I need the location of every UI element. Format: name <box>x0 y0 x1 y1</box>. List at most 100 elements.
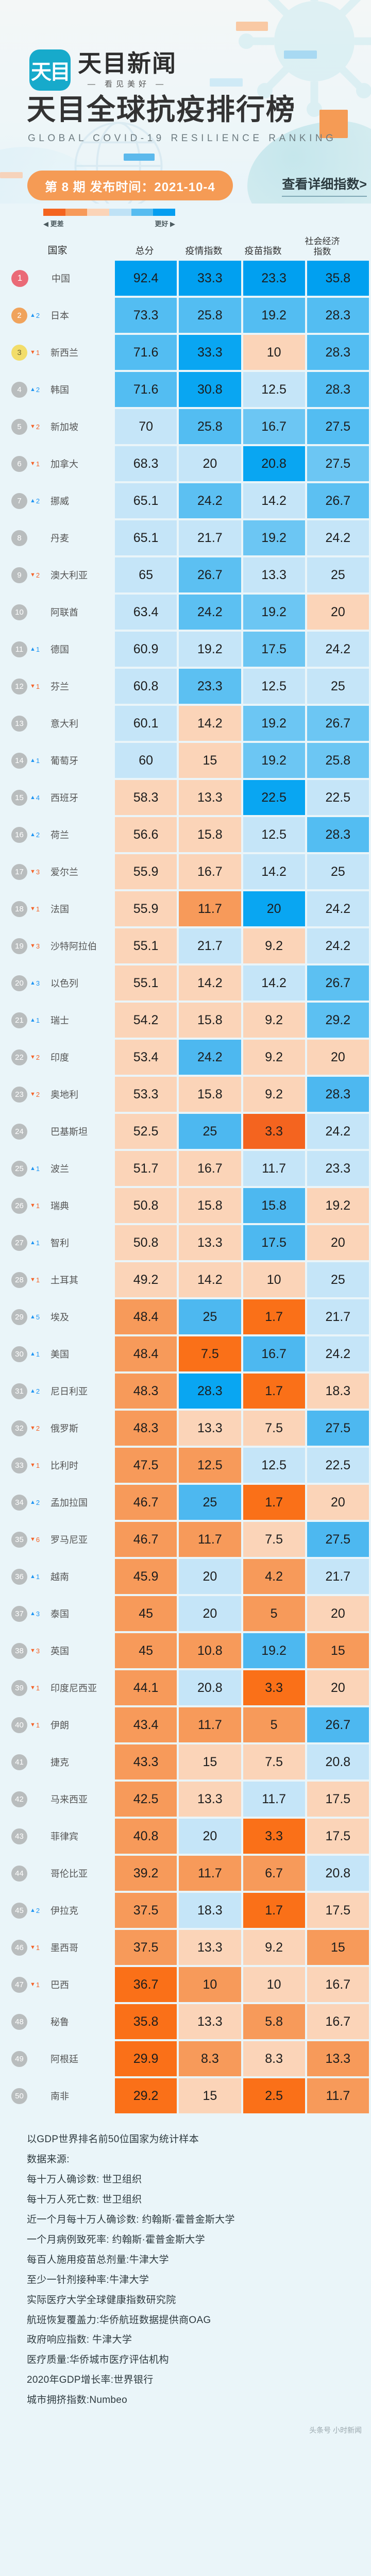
value-cell-疫情指数: 13.3 <box>179 1782 241 1817</box>
country-name: 奥地利 <box>50 1090 78 1100</box>
table-row[interactable]: 15 ▲ 4 西班牙 58.3 13.3 22.5 22.5 <box>0 780 371 816</box>
row-value-cells: 50.8 15.8 15.8 19.2 <box>115 1188 371 1224</box>
country-name: 挪威 <box>50 496 69 507</box>
table-row[interactable]: 37 ▲ 3 泰国 45 20 5 20 <box>0 1596 371 1632</box>
table-row[interactable]: 18 ▼ 1 法国 55.9 11.7 20 24.2 <box>0 891 371 927</box>
table-row[interactable]: 7 ▲ 2 挪威 65.1 24.2 14.2 26.7 <box>0 483 371 519</box>
triangle-down-icon: ▼ <box>30 1202 36 1209</box>
column-header-total: 总分 <box>135 246 154 257</box>
country-name: 土耳其 <box>50 1275 78 1286</box>
table-row[interactable]: 47 ▼ 1 巴西 36.7 10 10 16.7 <box>0 1967 371 2003</box>
row-value-cells: 48.3 28.3 1.7 18.3 <box>115 1374 371 1409</box>
value-cell-疫苗指数: 20.8 <box>243 446 305 482</box>
table-row[interactable]: 27 ▲ 1 智利 50.8 13.3 17.5 20 <box>0 1225 371 1261</box>
table-row[interactable]: 4 ▲ 2 韩国 71.6 30.8 12.5 28.3 <box>0 372 371 408</box>
rank-delta-value: 2 <box>36 1424 40 1432</box>
value-cell-疫情指数: 21.7 <box>179 520 241 556</box>
table-row[interactable]: 46 ▼ 1 墨西哥 37.5 13.3 9.2 15 <box>0 1930 371 1965</box>
table-row[interactable]: 8 丹麦 65.1 21.7 19.2 24.2 <box>0 520 371 556</box>
deco-chip-peach <box>0 172 23 178</box>
rank-badge: 6 <box>11 455 27 472</box>
value-cell-总分: 37.5 <box>115 1893 177 1928</box>
table-row[interactable]: 30 ▲ 1 美国 48.4 7.5 16.7 24.2 <box>0 1336 371 1372</box>
triangle-up-icon: ▲ <box>30 386 36 393</box>
table-row[interactable]: 20 ▲ 3 以色列 55.1 14.2 14.2 26.7 <box>0 965 371 1001</box>
rank-delta-value: 4 <box>36 793 40 802</box>
table-row[interactable]: 35 ▼ 6 罗马尼亚 46.7 11.7 7.5 27.5 <box>0 1522 371 1557</box>
table-row[interactable]: 19 ▼ 3 沙特阿拉伯 55.1 21.7 9.2 24.2 <box>0 928 371 964</box>
table-row[interactable]: 34 ▲ 2 孟加拉国 46.7 25 1.7 20 <box>0 1485 371 1520</box>
table-row[interactable]: 45 ▲ 2 伊拉克 37.5 18.3 1.7 17.5 <box>0 1893 371 1928</box>
table-row[interactable]: 9 ▼ 2 澳大利亚 65 26.7 13.3 25 <box>0 557 371 593</box>
row-country-info: 2 ▲ 2 日本 <box>0 298 115 333</box>
table-row[interactable]: 36 ▲ 1 越南 45.9 20 4.2 21.7 <box>0 1559 371 1595</box>
table-row[interactable]: 32 ▼ 2 俄罗斯 48.3 13.3 7.5 27.5 <box>0 1411 371 1446</box>
triangle-up-icon: ▲ <box>30 1016 36 1023</box>
table-row[interactable]: 22 ▼ 2 印度 53.4 24.2 9.2 20 <box>0 1040 371 1075</box>
table-row[interactable]: 44 哥伦比亚 39.2 11.7 6.7 20.8 <box>0 1856 371 1891</box>
triangle-down-icon: ▼ <box>30 1425 36 1431</box>
table-row[interactable]: 17 ▼ 3 爱尔兰 55.9 16.7 14.2 25 <box>0 854 371 890</box>
table-row[interactable]: 31 ▲ 2 尼日利亚 48.3 28.3 1.7 18.3 <box>0 1374 371 1409</box>
value-cell-总分: 46.7 <box>115 1522 177 1557</box>
value-cell-疫苗指数: 2.5 <box>243 2078 305 2114</box>
table-row[interactable]: 28 ▼ 1 土耳其 49.2 14.2 10 25 <box>0 1262 371 1298</box>
table-row[interactable]: 11 ▲ 1 德国 60.9 19.2 17.5 24.2 <box>0 632 371 667</box>
rank-delta-value: 1 <box>36 682 40 690</box>
rank-delta-value: 1 <box>36 1572 40 1581</box>
value-cell-社会经济指数: 29.2 <box>307 1003 369 1038</box>
table-row[interactable]: 14 ▲ 1 葡萄牙 60 15 19.2 25.8 <box>0 743 371 778</box>
brand-logo-icon: 天目 <box>29 49 71 91</box>
value-cell-总分: 60.1 <box>115 706 177 741</box>
row-country-info: 9 ▼ 2 澳大利亚 <box>0 557 115 592</box>
country-name: 日本 <box>50 311 69 321</box>
table-row[interactable]: 38 ▼ 3 英国 45 10.8 19.2 15 <box>0 1633 371 1669</box>
triangle-down-icon: ▼ <box>30 1276 36 1283</box>
rank-badge: 26 <box>11 1197 27 1214</box>
rank-badge: 38 <box>11 1642 27 1659</box>
table-row[interactable]: 6 ▼ 1 加拿大 68.3 20 20.8 27.5 <box>0 446 371 482</box>
table-row[interactable]: 5 ▼ 2 新加坡 70 25.8 16.7 27.5 <box>0 409 371 445</box>
rank-down-icon: ▼ 1 <box>30 460 46 468</box>
table-row[interactable]: 21 ▲ 1 瑞士 54.2 15.8 9.2 29.2 <box>0 1003 371 1038</box>
rank-badge: 22 <box>11 1049 27 1065</box>
table-row[interactable]: 1 中国 92.4 33.3 23.3 35.8 <box>0 261 371 296</box>
footnote-line: 实际医疗大学全球健康指数研究院 <box>27 2294 176 2306</box>
rank-delta-value: 2 <box>36 1090 40 1098</box>
table-row[interactable]: 50 南非 29.2 15 2.5 11.7 <box>0 2078 371 2114</box>
row-value-cells: 60.1 14.2 19.2 26.7 <box>115 706 371 741</box>
deco-chip-blue-2 <box>124 154 155 161</box>
value-cell-总分: 45 <box>115 1596 177 1632</box>
table-row[interactable]: 13 意大利 60.1 14.2 19.2 26.7 <box>0 706 371 741</box>
value-cell-社会经济指数: 28.3 <box>307 817 369 853</box>
row-country-info: 34 ▲ 2 孟加拉国 <box>0 1485 115 1520</box>
rank-delta-value: 1 <box>36 905 40 913</box>
table-row[interactable]: 39 ▼ 1 印度尼西亚 44.1 20.8 3.3 20 <box>0 1670 371 1706</box>
table-row[interactable]: 12 ▼ 1 芬兰 60.8 23.3 12.5 25 <box>0 669 371 704</box>
row-value-cells: 58.3 13.3 22.5 22.5 <box>115 780 371 816</box>
table-row[interactable]: 29 ▲ 5 埃及 48.4 25 1.7 21.7 <box>0 1299 371 1335</box>
value-cell-疫苗指数: 5.8 <box>243 2004 305 2040</box>
row-country-info: 50 南非 <box>0 2078 115 2113</box>
table-row[interactable]: 42 马来西亚 42.5 13.3 11.7 17.5 <box>0 1782 371 1817</box>
table-row[interactable]: 41 捷克 43.3 15 7.5 20.8 <box>0 1744 371 1780</box>
table-row[interactable]: 48 秘鲁 35.8 13.3 5.8 16.7 <box>0 2004 371 2040</box>
table-row[interactable]: 40 ▼ 1 伊朗 43.4 11.7 5 26.7 <box>0 1707 371 1743</box>
row-country-info: 5 ▼ 2 新加坡 <box>0 409 115 444</box>
detail-index-link[interactable]: 查看详细指数> <box>282 174 367 197</box>
table-row[interactable]: 33 ▼ 1 比利时 47.5 12.5 12.5 22.5 <box>0 1448 371 1483</box>
table-row[interactable]: 23 ▼ 2 奥地利 53.3 15.8 9.2 28.3 <box>0 1077 371 1112</box>
table-row[interactable]: 26 ▼ 1 瑞典 50.8 15.8 15.8 19.2 <box>0 1188 371 1224</box>
table-row[interactable]: 3 ▼ 1 新西兰 71.6 33.3 10 28.3 <box>0 335 371 370</box>
table-row[interactable]: 43 菲律宾 40.8 20 3.3 17.5 <box>0 1819 371 1854</box>
table-row[interactable]: 2 ▲ 2 日本 73.3 25.8 19.2 28.3 <box>0 298 371 333</box>
rank-badge: 37 <box>11 1605 27 1622</box>
value-cell-疫苗指数: 13.3 <box>243 557 305 593</box>
table-row[interactable]: 10 阿联酋 63.4 24.2 19.2 20 <box>0 595 371 630</box>
triangle-down-icon: ▼ <box>30 868 36 875</box>
table-row[interactable]: 24 巴基斯坦 52.5 25 3.3 24.2 <box>0 1114 371 1149</box>
row-value-cells: 92.4 33.3 23.3 35.8 <box>115 261 371 296</box>
table-row[interactable]: 16 ▲ 2 荷兰 56.6 15.8 12.5 28.3 <box>0 817 371 853</box>
table-row[interactable]: 25 ▲ 1 波兰 51.7 16.7 11.7 23.3 <box>0 1151 371 1187</box>
table-row[interactable]: 49 阿根廷 29.9 8.3 8.3 13.3 <box>0 2041 371 2077</box>
